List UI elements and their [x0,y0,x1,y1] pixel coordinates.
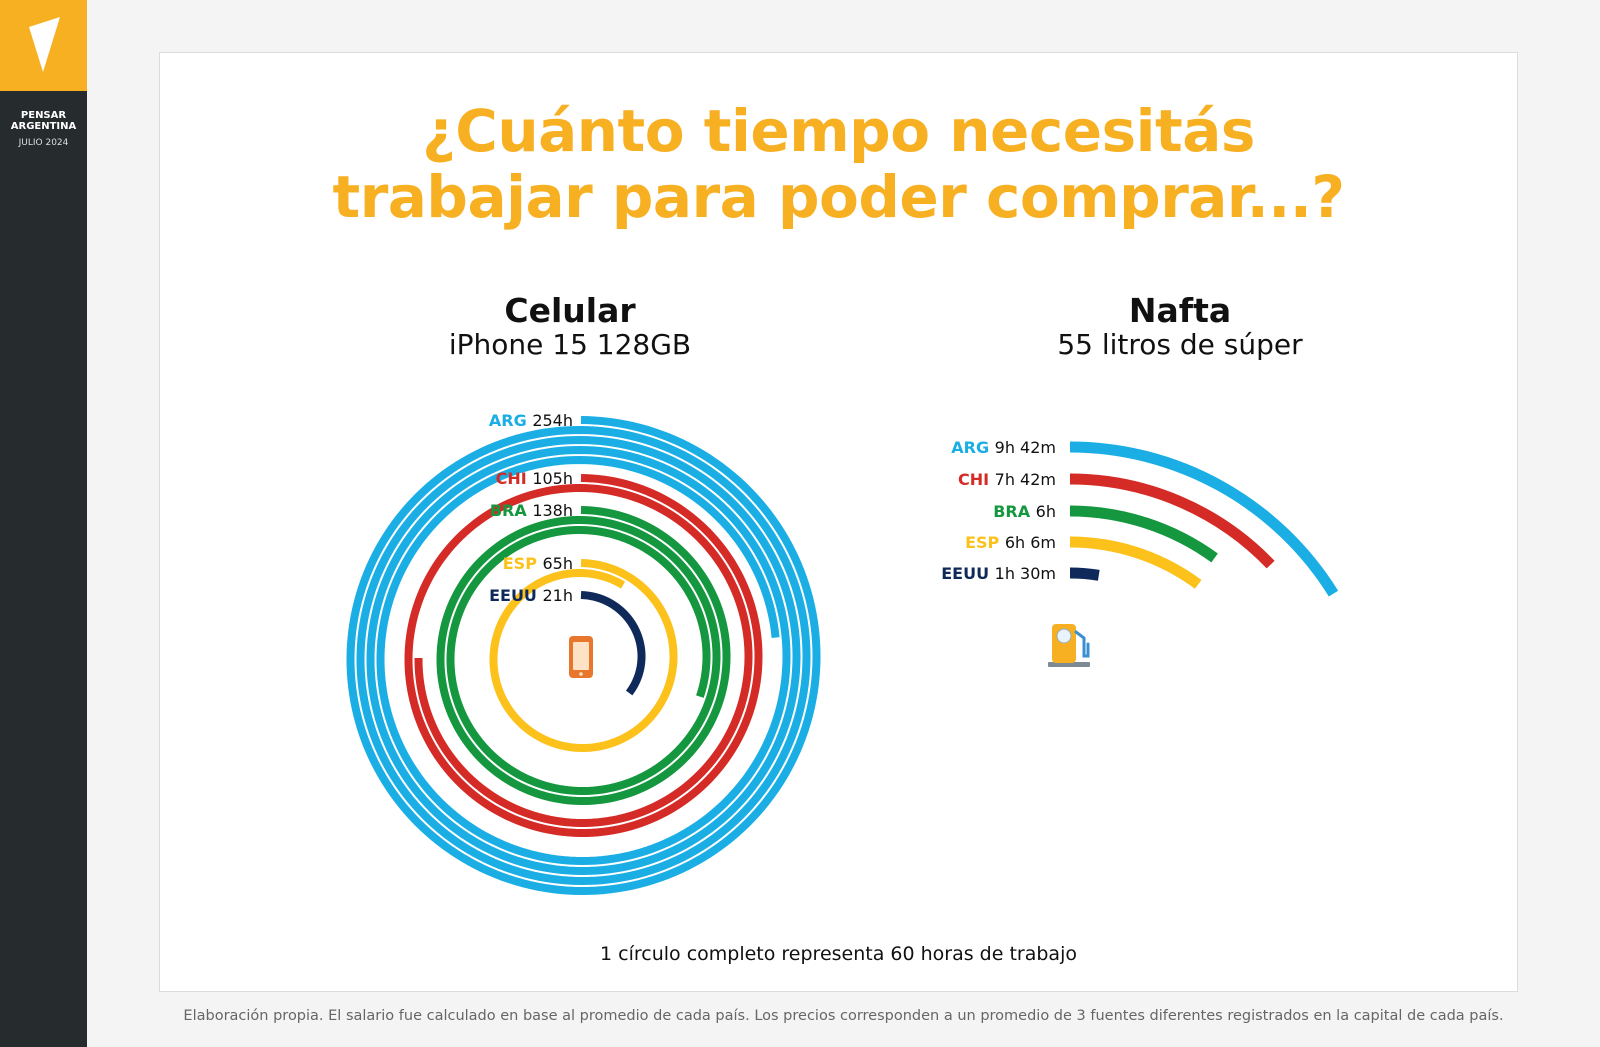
fuel-pump-base-icon [1048,662,1090,667]
fuel-pump-gauge-icon [1056,628,1072,644]
fuel-bar-arg [1069,441,1339,597]
spiral-label-code: ESP [503,554,543,573]
fuel-label-value: 1h 30m [995,564,1056,583]
brand-name: PENSAR ARGENTINA [0,110,87,132]
fuel-label-eeuu: EEUU 1h 30m [941,564,1056,583]
smartphone-screen-icon [573,642,589,670]
spiral-label-chi: CHI 105h [496,469,573,488]
phone-section-subtitle: iPhone 15 128GB [448,328,692,361]
spiral-label-value: 21h [543,586,574,605]
fuel-label-code: CHI [958,470,995,489]
fuel-bar-eeuu [1069,567,1100,581]
fuel-label-code: BRA [993,502,1035,521]
fuel-label-code: ARG [951,438,994,457]
fuel-label-arg: ARG 9h 42m [951,438,1056,457]
phone-section-title: Celular [504,291,636,330]
fuel-bar-esp [1069,536,1202,589]
fuel-label-value: 6h 6m [1005,533,1056,552]
spiral-label-bra: BRA 138h [490,501,573,520]
fuel-section-title: Nafta [1128,291,1232,330]
fuel-label-chi: CHI 7h 42m [958,470,1056,489]
brand-name-line1: PENSAR [20,110,67,121]
main-title-line1: ¿Cuánto tiempo necesitás [422,97,1255,165]
fuel-label-code: ESP [965,533,1005,552]
logo-mark-icon [29,17,60,72]
brand-logo [0,0,87,91]
spiral-arg [346,416,821,896]
fuel-bar-chi [1069,473,1275,569]
fuel-label-value: 9h 42m [995,438,1056,457]
spiral-label-code: BRA [490,501,532,520]
spiral-label-code: ARG [489,411,532,430]
main-title-line2: trabajar para poder comprar...? [332,163,1345,231]
spiral-bra [436,506,731,806]
smartphone-button-icon [579,672,583,676]
spiral-eeuu [580,591,646,696]
fuel-section-subtitle: 55 litros de súper [1057,328,1303,361]
spiral-label-arg: ARG 254h [489,411,573,430]
infographic-card: ¿Cuánto tiempo necesitás trabajar para p… [159,52,1518,992]
fuel-pump-hose-icon [1074,630,1090,658]
spiral-label-esp: ESP 65h [503,554,573,573]
spiral-esp [489,559,678,753]
brand-date: JULIO 2024 [18,138,69,148]
fuel-label-value: 6h [1036,502,1056,521]
brand-name-line2: ARGENTINA [10,121,77,132]
fuel-label-bra: BRA 6h [993,502,1056,521]
spiral-label-value: 138h [532,501,573,520]
fuel-bar-bra [1069,505,1218,563]
sidebar: PENSAR ARGENTINA JULIO 2024 [0,0,87,1047]
fuel-label-code: EEUU [941,564,994,583]
fuel-label-value: 7h 42m [995,470,1056,489]
fuel-label-esp: ESP 6h 6m [965,533,1056,552]
chart-note: 1 círculo completo representa 60 horas d… [600,943,1077,965]
spiral-label-value: 254h [532,411,573,430]
spiral-label-value: 65h [543,554,574,573]
spiral-label-code: EEUU [489,586,542,605]
spiral-label-code: CHI [496,469,533,488]
spiral-label-eeuu: EEUU 21h [489,586,573,605]
spiral-chi [404,474,763,838]
footer-source-note: Elaboración propia. El salario fue calcu… [183,1008,1504,1024]
spiral-label-value: 105h [532,469,573,488]
main-title: ¿Cuánto tiempo necesitás trabajar para p… [160,98,1517,230]
